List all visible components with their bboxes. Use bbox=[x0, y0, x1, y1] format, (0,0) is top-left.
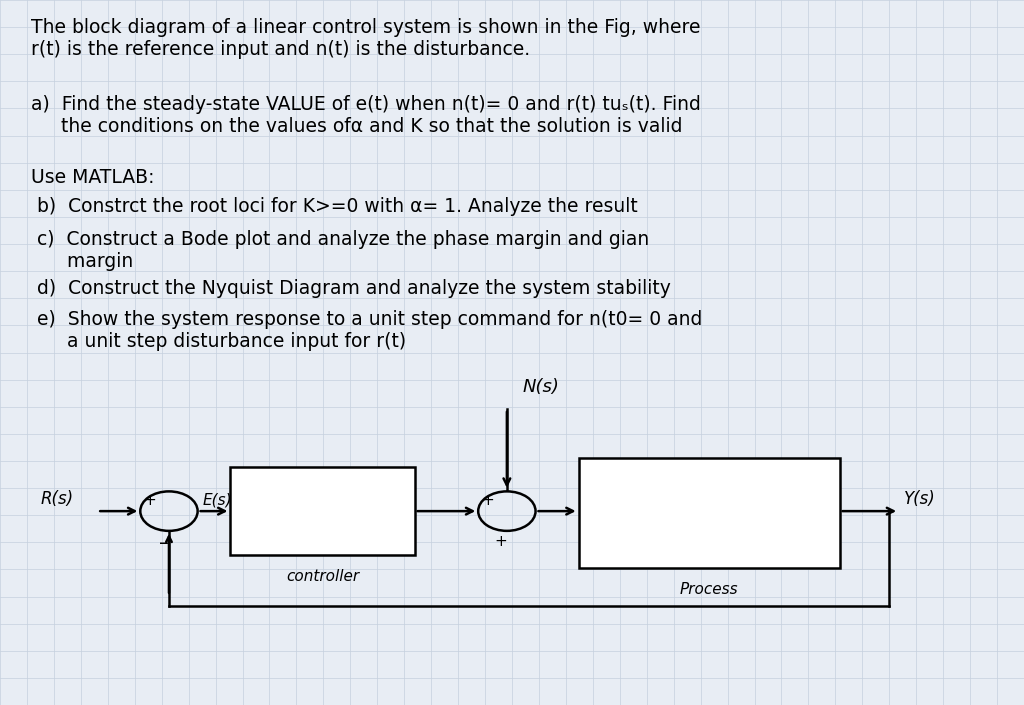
Text: R(s): R(s) bbox=[41, 489, 74, 508]
FancyBboxPatch shape bbox=[579, 458, 840, 568]
Text: b)  Constrct the root loci for K>=0 with α= 1. Analyze the result: b) Constrct the root loci for K>=0 with … bbox=[31, 197, 638, 216]
Text: e)  Show the system response to a unit step command for n(t0= 0 and
      a unit: e) Show the system response to a unit st… bbox=[31, 310, 702, 351]
Text: d)  Construct the Nyquist Diagram and analyze the system stability: d) Construct the Nyquist Diagram and ana… bbox=[31, 279, 671, 298]
Text: c)  Construct a Bode plot and analyze the phase margin and gian
      margin: c) Construct a Bode plot and analyze the… bbox=[31, 230, 649, 271]
Text: s: s bbox=[317, 523, 328, 541]
Text: +: + bbox=[481, 493, 494, 508]
Text: E(s): E(s) bbox=[203, 493, 232, 508]
Text: +: + bbox=[495, 534, 507, 549]
Text: The block diagram of a linear control system is shown in the Fig, where
r(t) is : The block diagram of a linear control sy… bbox=[31, 18, 700, 59]
Text: Y(s): Y(s) bbox=[904, 489, 936, 508]
Text: –: – bbox=[159, 534, 169, 553]
Text: (s² – 1): (s² – 1) bbox=[675, 536, 743, 554]
Text: K(s+3): K(s+3) bbox=[676, 479, 742, 497]
Text: s+α: s+α bbox=[304, 484, 341, 502]
Text: a)  Find the steady-state VALUE of e(t) when n(t)= 0 and r(t) tuₛ(t). Find
     : a) Find the steady-state VALUE of e(t) w… bbox=[31, 95, 700, 136]
Text: controller: controller bbox=[286, 569, 359, 584]
FancyBboxPatch shape bbox=[230, 467, 415, 555]
Text: +: + bbox=[143, 493, 156, 508]
Text: N(s): N(s) bbox=[522, 378, 559, 396]
Text: Process: Process bbox=[680, 582, 738, 596]
Text: Use MATLAB:: Use MATLAB: bbox=[31, 168, 155, 187]
